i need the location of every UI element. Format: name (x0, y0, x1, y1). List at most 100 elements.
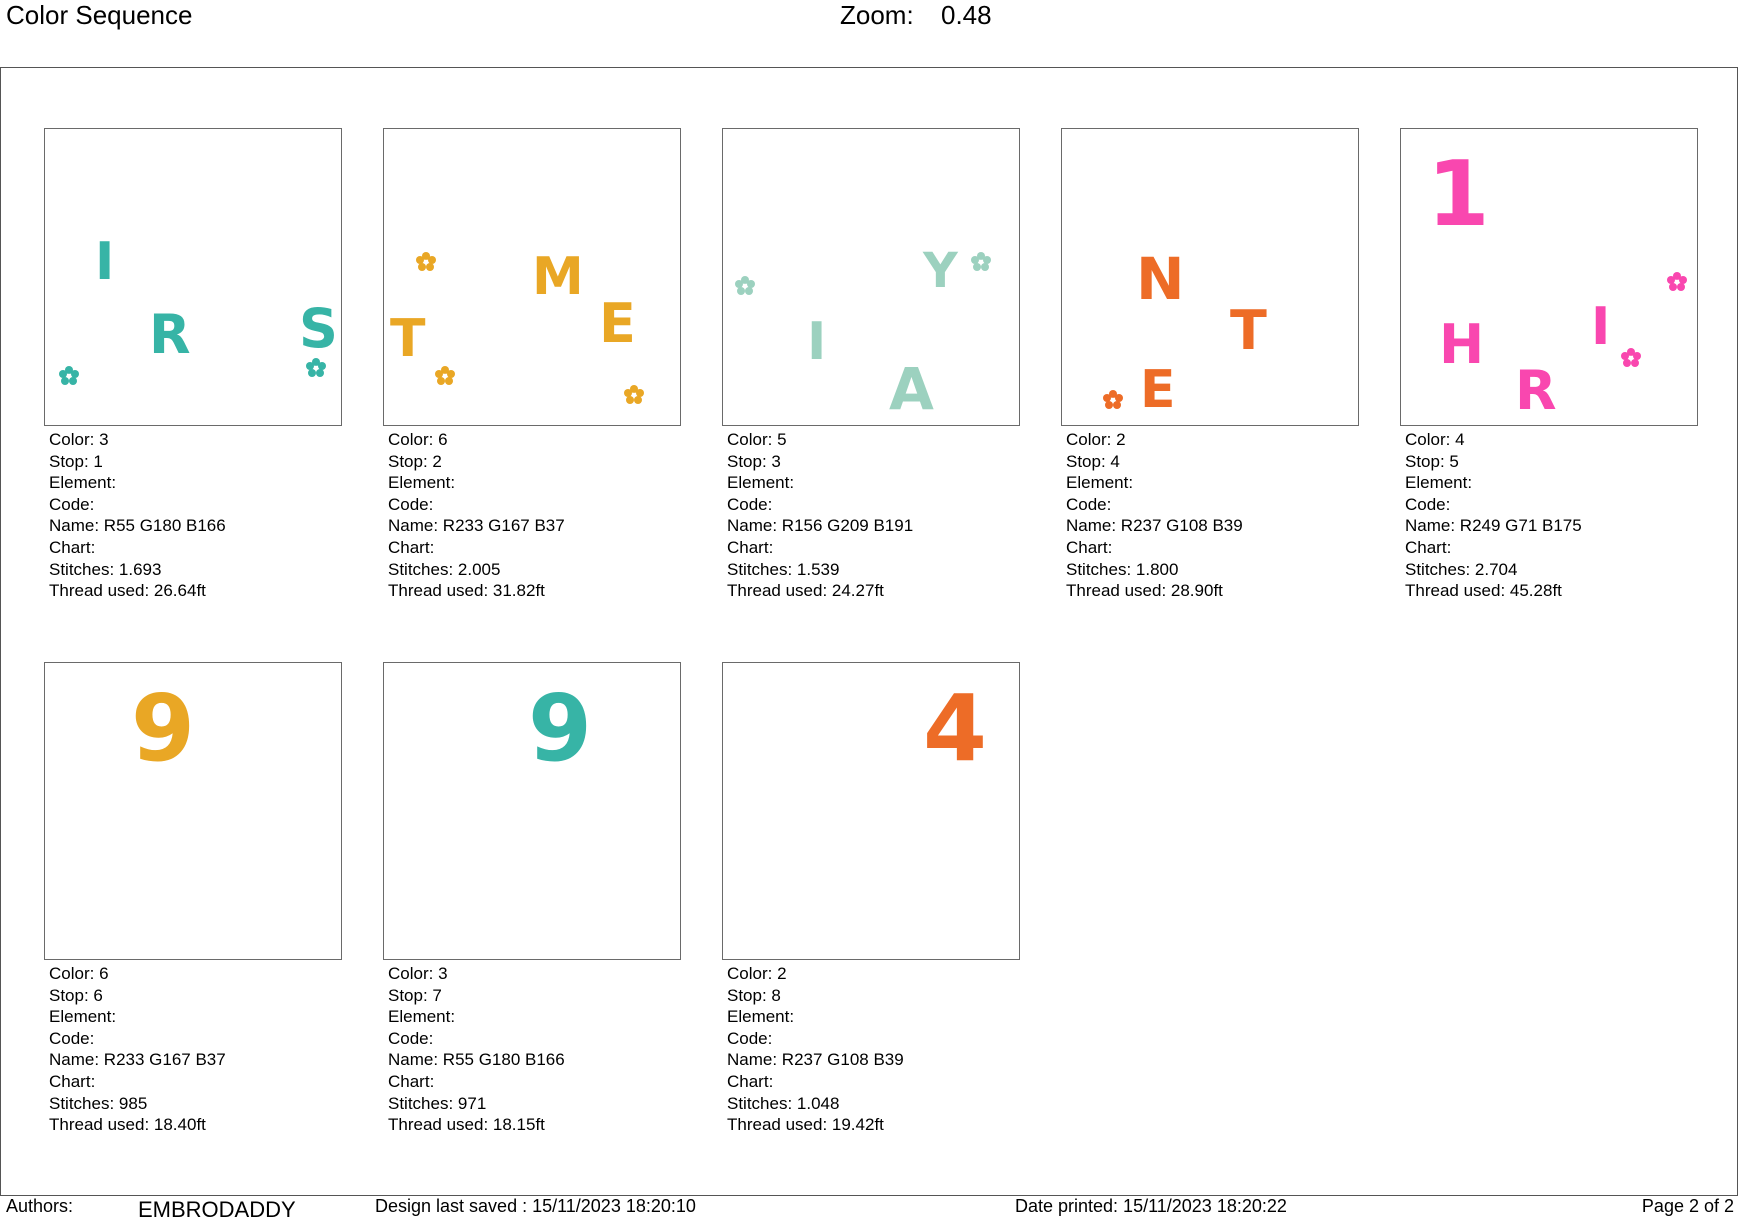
stitch-count: Stitches: 2.005 (388, 559, 501, 579)
thread-color-mint: Y I A (735, 243, 991, 423)
stitch-count: Stitches: 2.704 (1405, 559, 1518, 579)
design-preview: M T E (390, 247, 644, 404)
letter-glyph: M (532, 247, 584, 307)
thread-used: Thread used: 26.64ft (49, 581, 206, 601)
thread-color-teal: 9 (528, 675, 592, 782)
stitch-count: Stitches: 971 (388, 1093, 487, 1113)
stop-card[interactable]: Y I A Color: 5 Stop: 3 Element: Code: Na… (722, 128, 1020, 602)
stitch-count: Stitches: 1.693 (49, 559, 162, 579)
letter-glyph: N (1136, 245, 1185, 313)
stop-number: Stop: 7 (388, 985, 442, 1005)
code-field: Code: (1066, 494, 1112, 514)
thread-used: Thread used: 18.40ft (49, 1115, 206, 1135)
element-field: Element: (727, 1007, 795, 1027)
chart-field: Chart: (1405, 537, 1452, 557)
design-preview: 9 (131, 675, 195, 782)
flower-icon (416, 252, 436, 271)
thread-color-teal: I R S (59, 232, 338, 385)
chart-field: Chart: (1066, 537, 1113, 557)
thread-color-gold: 9 (131, 675, 195, 782)
letter-glyph: R (1515, 359, 1557, 422)
color-number: Color: 3 (388, 964, 448, 983)
letter-glyph: T (390, 309, 426, 369)
stop-card[interactable]: 4 Color: 2 Stop: 8 Element: Code: Name: … (722, 662, 1020, 1136)
letter-glyph: H (1439, 313, 1484, 376)
thread-used: Thread used: 19.42ft (727, 1115, 884, 1135)
thread-color-gold: M T E (390, 247, 644, 404)
stop-card[interactable]: 1 H I R Color: 4 Stop: 5 Element: Code: … (1400, 128, 1698, 602)
stop-thumbnail: M T E (383, 128, 681, 426)
zoom-label: Zoom: (840, 0, 914, 30)
stop-info: Color: 3 Stop: 7 Element: Code: Name: R5… (388, 963, 681, 1136)
letter-glyph: R (149, 303, 191, 366)
stitch-count: Stitches: 1.800 (1066, 559, 1179, 579)
chart-field: Chart: (388, 537, 435, 557)
thread-color-orange: 4 (923, 675, 987, 782)
stop-card[interactable]: N T E Color: 2 Stop: 4 Element: Code: Na… (1061, 128, 1359, 602)
stop-info: Color: 4 Stop: 5 Element: Code: Name: R2… (1405, 429, 1698, 602)
letter-glyph: 9 (131, 675, 195, 782)
stitch-count: Stitches: 985 (49, 1093, 148, 1113)
letter-glyph: I (807, 312, 826, 372)
letter-glyph: Y (922, 243, 959, 299)
stop-card[interactable]: 9 Color: 3 Stop: 7 Element: Code: Name: … (383, 662, 681, 1136)
element-field: Element: (1066, 473, 1134, 493)
letter-glyph: I (95, 232, 114, 292)
stop-thumbnail: 4 (722, 662, 1020, 960)
element-field: Element: (49, 1007, 117, 1027)
code-field: Code: (49, 494, 95, 514)
color-sequence-panel: I R S Color: 3 Stop: 1 Element: Code: Na… (0, 67, 1738, 1196)
thread-used: Thread used: 24.27ft (727, 581, 884, 601)
color-number: Color: 4 (1405, 430, 1465, 449)
stop-number: Stop: 4 (1066, 451, 1120, 471)
stop-card[interactable]: 9 Color: 6 Stop: 6 Element: Code: Name: … (44, 662, 342, 1136)
thread-color-pink: 1 H I R (1427, 142, 1687, 422)
letter-glyph: A (889, 355, 934, 423)
flower-icon (1103, 390, 1123, 409)
flower-icon (624, 385, 644, 404)
chart-field: Chart: (49, 1071, 96, 1091)
letter-glyph: S (299, 297, 338, 360)
element-field: Element: (388, 1007, 456, 1027)
thread-name: Name: R233 G167 B37 (388, 516, 565, 536)
stitch-count: Stitches: 1.539 (727, 559, 840, 579)
design-last-saved: Design last saved : 15/11/2023 18:20:10 (375, 1196, 696, 1216)
page-footer: Authors: EMBRODADDY Design last saved : … (0, 1196, 1740, 1226)
design-preview: 9 (528, 675, 592, 782)
element-field: Element: (727, 473, 795, 493)
color-number: Color: 3 (49, 430, 109, 449)
stitch-count: Stitches: 1.048 (727, 1093, 840, 1113)
stop-info: Color: 6 Stop: 6 Element: Code: Name: R2… (49, 963, 342, 1136)
thread-color-orange: N T E (1103, 245, 1267, 420)
thread-used: Thread used: 31.82ft (388, 581, 545, 601)
stop-thumbnail: N T E (1061, 128, 1359, 426)
flower-icon (1667, 272, 1687, 291)
thread-name: Name: R156 G209 B191 (727, 516, 914, 536)
design-preview: 4 (923, 675, 987, 782)
thread-name: Name: R55 G180 B166 (49, 516, 226, 536)
stop-info: Color: 3 Stop: 1 Element: Code: Name: R5… (49, 429, 342, 602)
chart-field: Chart: (727, 537, 774, 557)
stop-info: Color: 5 Stop: 3 Element: Code: Name: R1… (727, 429, 1020, 602)
element-field: Element: (49, 473, 117, 493)
design-preview: I R S (59, 232, 338, 385)
letter-glyph: 1 (1427, 142, 1490, 247)
flower-icon (971, 252, 991, 271)
thread-used: Thread used: 28.90ft (1066, 581, 1223, 601)
date-printed: Date printed: 15/11/2023 18:20:22 (1015, 1196, 1287, 1216)
color-number: Color: 2 (727, 964, 787, 983)
stop-info: Color: 6 Stop: 2 Element: Code: Name: R2… (388, 429, 681, 602)
authors-label: Authors: (6, 1196, 74, 1216)
color-number: Color: 6 (49, 964, 109, 983)
stop-thumbnail: 9 (383, 662, 681, 960)
flower-icon (306, 358, 326, 377)
stop-card[interactable]: I R S Color: 3 Stop: 1 Element: Code: Na… (44, 128, 342, 602)
page-number: Page 2 of 2 (1641, 1196, 1734, 1216)
color-number: Color: 5 (727, 430, 787, 449)
design-preview: Y I A (735, 243, 991, 423)
thread-name: Name: R233 G167 B37 (49, 1050, 226, 1070)
stop-card[interactable]: M T E Color: 6 Stop: 2 Element: (383, 128, 681, 602)
zoom-value: 0.48 (941, 0, 992, 30)
letter-glyph: E (1140, 360, 1176, 420)
color-number: Color: 2 (1066, 430, 1126, 449)
